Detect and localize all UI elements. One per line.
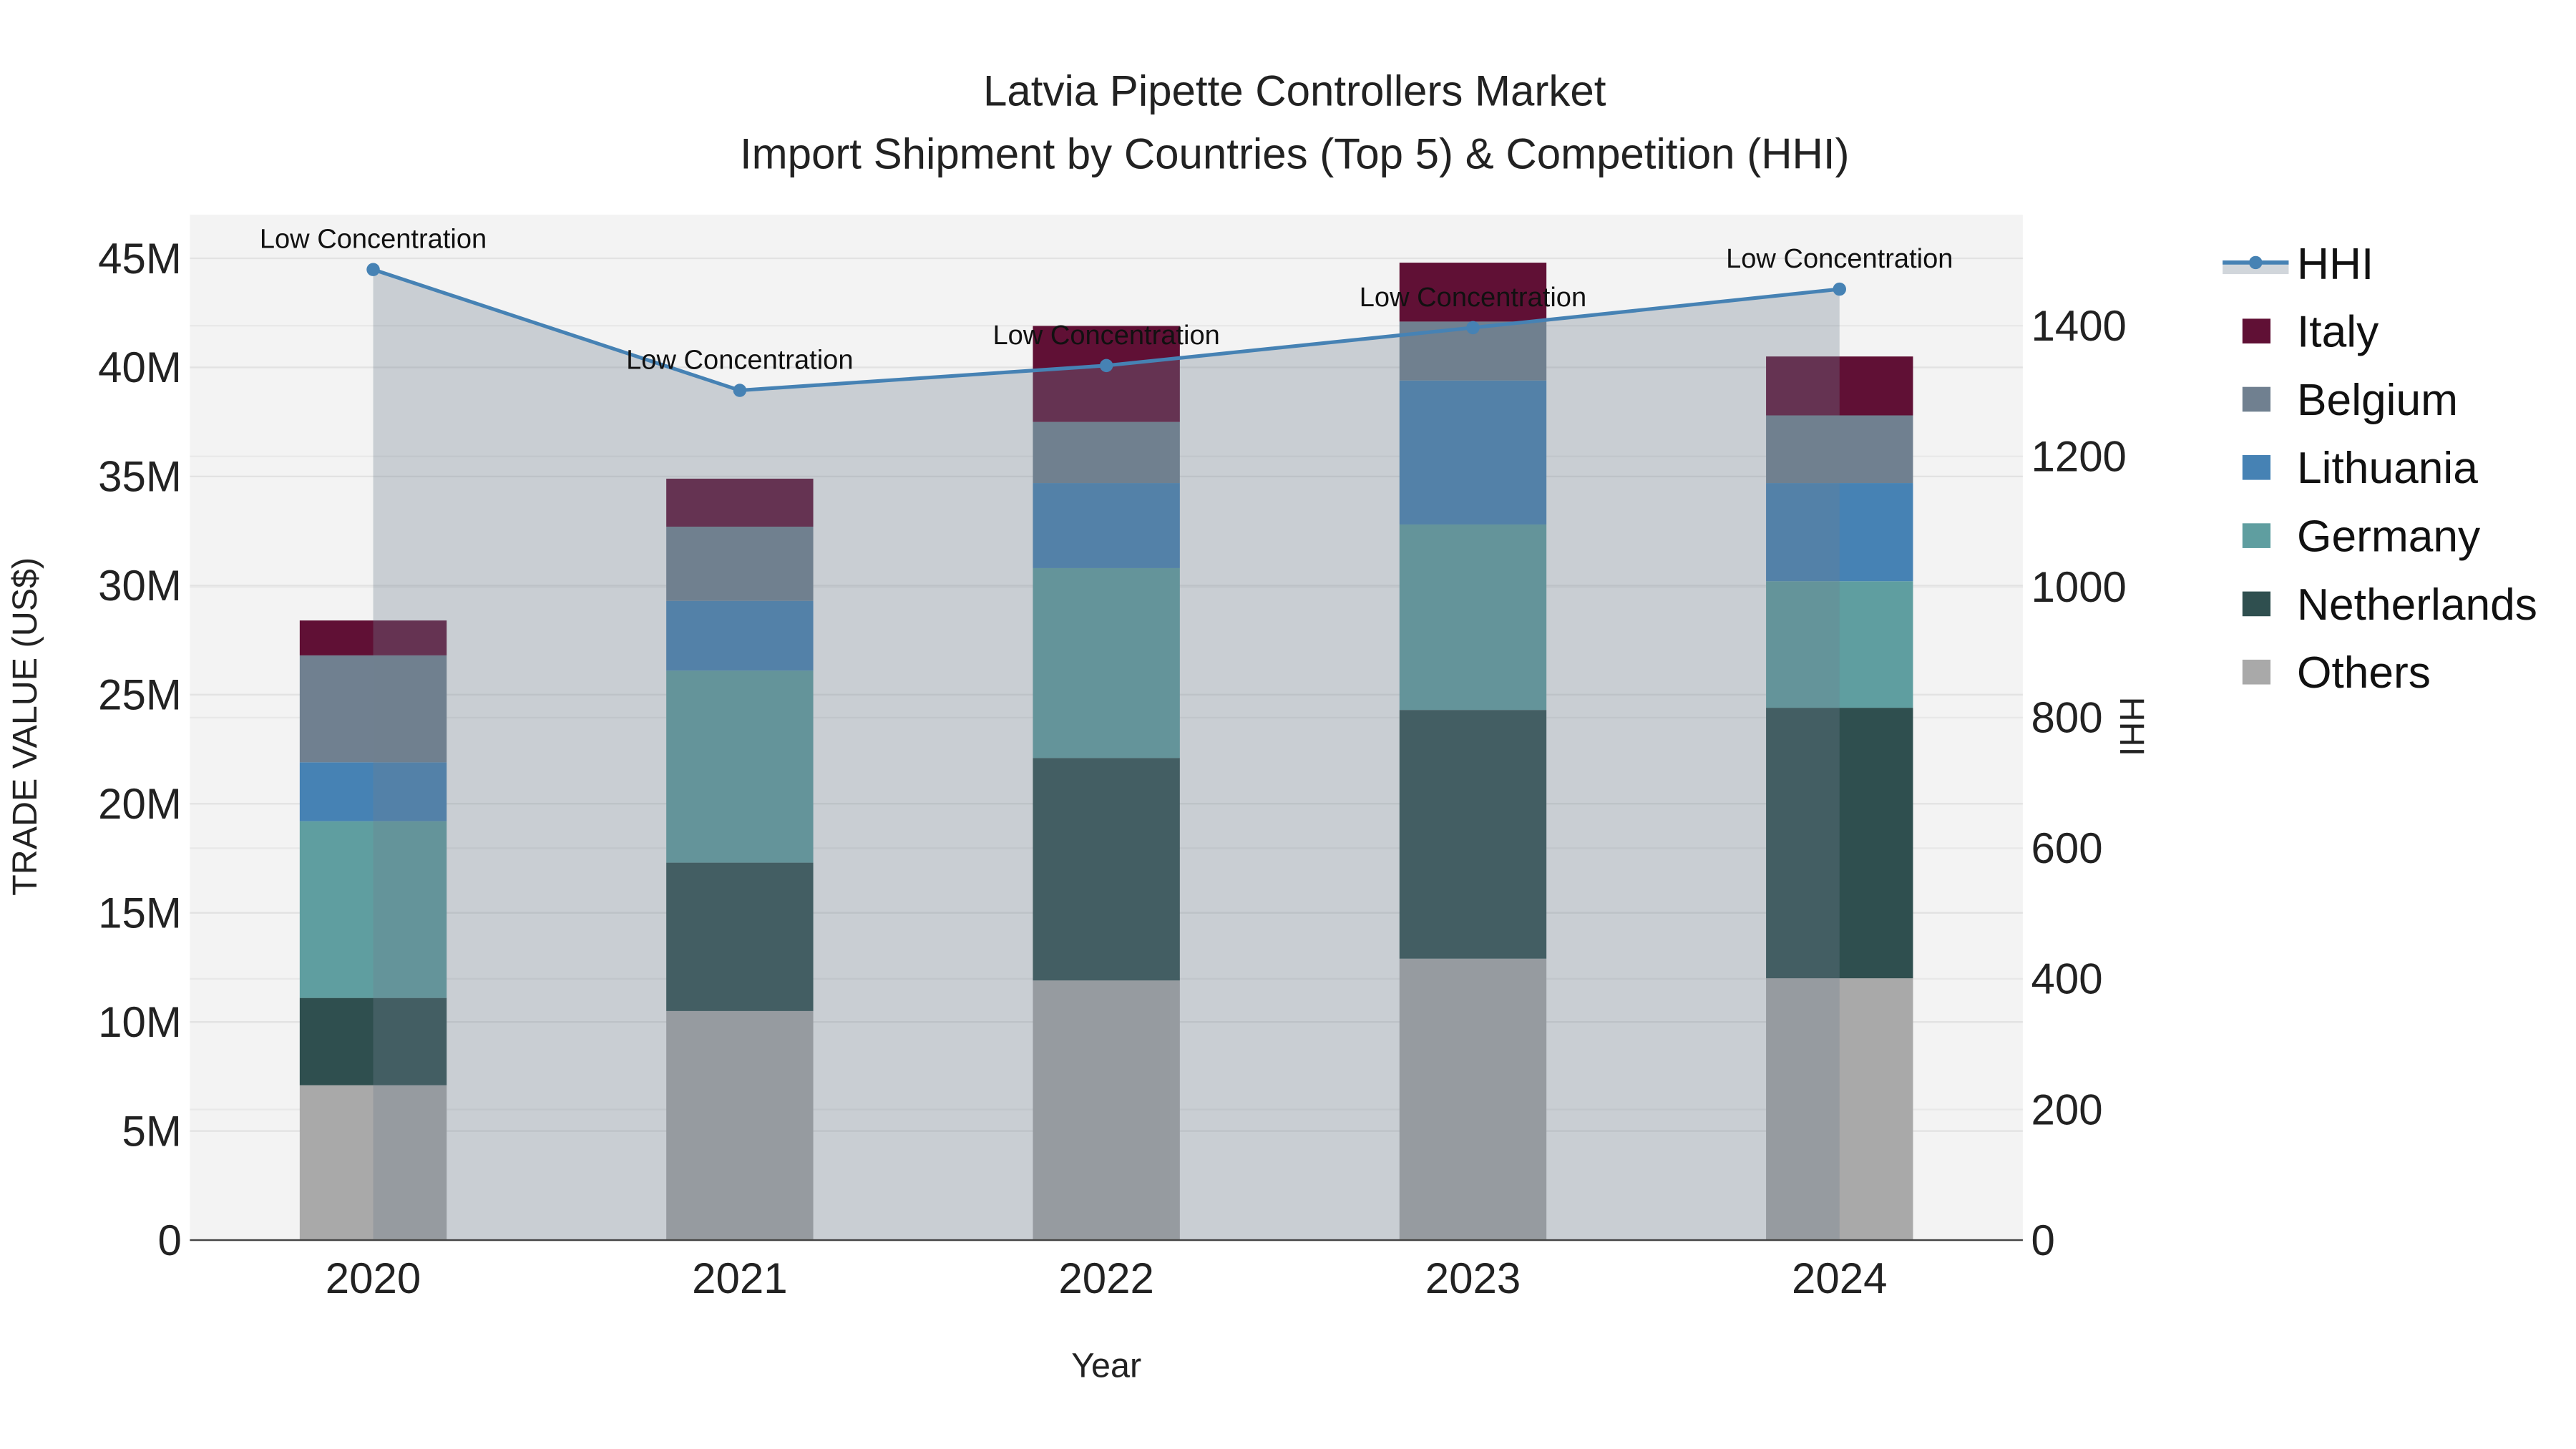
bar-netherlands-2023 — [1399, 710, 1547, 959]
bar-germany-2020 — [299, 821, 447, 998]
y-tick-label: 25M — [98, 671, 182, 719]
bar-italy-2021 — [666, 478, 814, 527]
y-tick-label: 40M — [98, 343, 182, 391]
x-axis-label: Year — [1071, 1347, 1141, 1385]
hhi-point-2020 — [366, 263, 380, 276]
legend-label: Italy — [2297, 308, 2379, 357]
bar-netherlands-2022 — [1033, 758, 1180, 981]
y-tick-label: 15M — [98, 889, 182, 937]
legend-label: Others — [2297, 648, 2431, 698]
hhi-annotation: Low Concentration — [260, 225, 487, 255]
bar-lithuania-2023 — [1399, 380, 1547, 525]
y2-axis-ticks: 0 200 400 600 800 1000 1200 1400 — [2031, 302, 2126, 1264]
bar-netherlands-2021 — [666, 862, 814, 1011]
y-tick-label: 20M — [98, 780, 182, 828]
legend-swatch-netherlands — [2242, 591, 2271, 617]
bar-italy-2022 — [1033, 326, 1180, 422]
y-tick-label: 30M — [98, 562, 182, 610]
bar-lithuania-2024 — [1766, 483, 1913, 582]
bar-germany-2024 — [1766, 581, 1913, 708]
hhi-area — [373, 269, 1840, 1241]
y2-tick-label: 200 — [2031, 1085, 2102, 1133]
bar-belgium-2022 — [1033, 421, 1180, 484]
hhi-annotation: Low Concentration — [1360, 283, 1586, 313]
hhi-point-2024 — [1833, 282, 1846, 296]
bar-others-2021 — [666, 1010, 814, 1241]
y2-tick-label: 1000 — [2031, 563, 2126, 611]
y-tick-label: 10M — [98, 998, 182, 1046]
legend-swatch-italy — [2242, 318, 2271, 343]
bar-belgium-2020 — [299, 655, 447, 763]
legend-label: Lithuania — [2297, 444, 2478, 493]
x-tick-label: 2023 — [1425, 1254, 1521, 1302]
y-tick-label: 45M — [98, 235, 182, 283]
hhi-point-2023 — [1466, 321, 1480, 335]
hhi-point-2021 — [733, 384, 747, 397]
hhi-annotation: Low Concentration — [992, 321, 1219, 351]
hhi-annotation: Low Concentration — [626, 346, 853, 376]
bar-italy-2024 — [1766, 356, 1913, 416]
y2-axis-label: HHI — [2112, 697, 2151, 756]
y2-tick-label: 0 — [2031, 1216, 2054, 1264]
x-tick-label: 2021 — [692, 1254, 787, 1302]
chart-title: Latvia Pipette Controllers Market — [983, 67, 1606, 115]
bar-lithuania-2020 — [299, 762, 447, 821]
legend-swatch-lithuania — [2242, 455, 2271, 480]
legend-label: Netherlands — [2297, 580, 2537, 630]
bar-italy-2020 — [299, 620, 447, 655]
bar-others-2024 — [1766, 978, 1913, 1241]
y2-tick-label: 1200 — [2031, 433, 2126, 481]
legend-hhi-marker — [2249, 255, 2263, 270]
bars — [299, 263, 1913, 1241]
bar-others-2022 — [1033, 980, 1180, 1241]
bar-germany-2021 — [666, 670, 814, 863]
chart-subtitle: Import Shipment by Countries (Top 5) & C… — [740, 130, 1850, 177]
x-tick-label: 2022 — [1058, 1254, 1153, 1302]
bar-lithuania-2021 — [666, 600, 814, 671]
y2-tick-label: 600 — [2031, 824, 2102, 872]
bar-belgium-2024 — [1766, 415, 1913, 484]
legend-swatch-belgium — [2242, 386, 2271, 412]
legend: HHI Italy Belgium Lithuania Germany Netherlan… — [2223, 240, 2537, 698]
x-axis-ticks: 2020 2021 2022 2023 2024 — [326, 1254, 1888, 1302]
bar-italy-2023 — [1399, 263, 1547, 322]
bar-belgium-2021 — [666, 527, 814, 601]
y-tick-label: 5M — [122, 1107, 181, 1155]
x-tick-label: 2020 — [326, 1254, 421, 1302]
y2-tick-label: 1400 — [2031, 302, 2126, 350]
bar-others-2020 — [299, 1085, 447, 1241]
x-tick-label: 2024 — [1792, 1254, 1887, 1302]
y-axis-label: TRADE VALUE (US$) — [6, 557, 44, 896]
legend-swatch-others — [2242, 659, 2271, 685]
bar-netherlands-2024 — [1766, 708, 1913, 979]
bar-lithuania-2022 — [1033, 483, 1180, 568]
hhi-series: Low Concentration Low Concentration Low Co… — [260, 225, 1953, 1241]
y2-tick-label: 800 — [2031, 694, 2102, 742]
y-axis-ticks: 0 5M 10M 15M 20M 25M 30M 35M 40M 45M — [98, 235, 182, 1264]
hhi-point-2022 — [1099, 358, 1113, 373]
bar-netherlands-2020 — [299, 997, 447, 1085]
legend-label: Belgium — [2297, 376, 2458, 425]
y-tick-label: 0 — [157, 1216, 181, 1264]
bar-germany-2022 — [1033, 567, 1180, 758]
legend-label: Germany — [2297, 512, 2481, 562]
y-tick-label: 35M — [98, 453, 182, 501]
bar-germany-2023 — [1399, 524, 1547, 711]
hhi-annotation: Low Concentration — [1726, 244, 1953, 274]
legend-label: HHI — [2297, 240, 2373, 289]
y2-tick-label: 400 — [2031, 955, 2102, 1003]
bar-others-2023 — [1399, 958, 1547, 1241]
legend-swatch-germany — [2242, 523, 2271, 548]
